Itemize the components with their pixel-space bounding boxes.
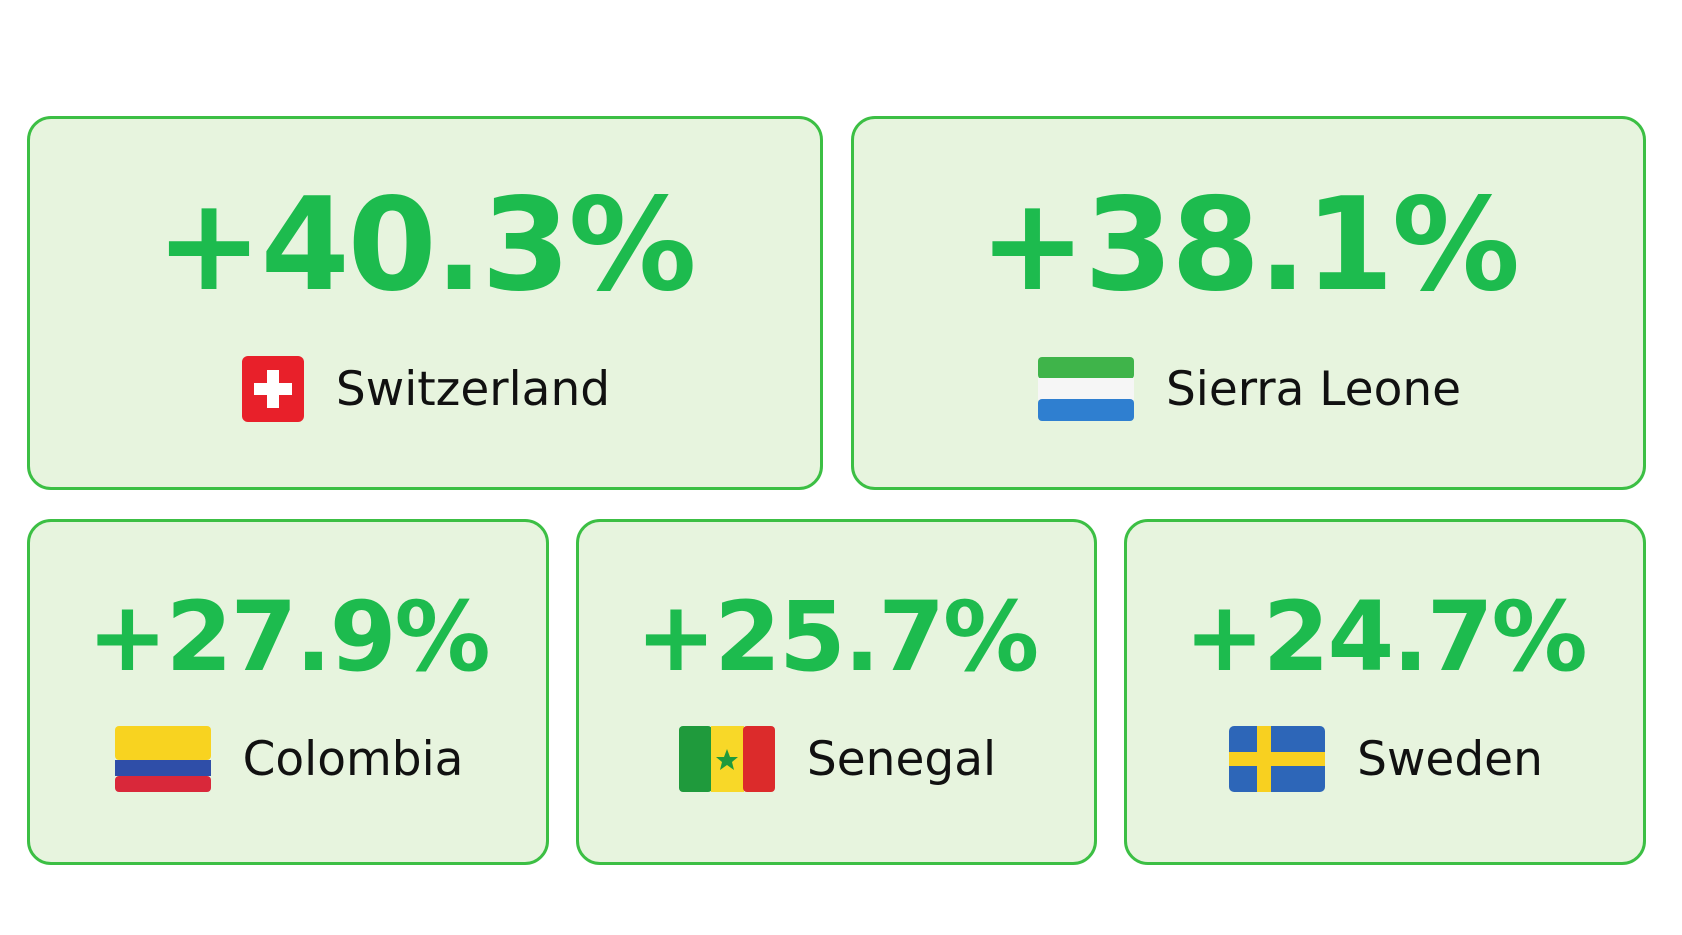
country-row: Sweden <box>1227 723 1543 795</box>
country-name: Sierra Leone <box>1165 361 1462 417</box>
stat-card: +38.1% Sierra Leone <box>851 116 1646 490</box>
country-name: Switzerland <box>335 361 611 417</box>
country-row: Sierra Leone <box>1036 354 1461 424</box>
flag <box>678 726 775 792</box>
country-row: Switzerland <box>240 354 610 424</box>
country-name: Senegal <box>806 731 997 787</box>
stat-value: +40.3% <box>155 171 696 320</box>
country-name: Sweden <box>1357 731 1543 787</box>
flag <box>114 726 211 792</box>
flag <box>1037 357 1134 421</box>
stat-card: +25.7% Senegal <box>576 519 1097 865</box>
flag <box>241 356 304 422</box>
stat-value: +25.7% <box>635 581 1039 693</box>
stat-card: +24.7% Sweden <box>1124 519 1646 865</box>
stat-card: +27.9% Colombia <box>27 519 549 865</box>
flag <box>1229 726 1326 792</box>
country-name: Colombia <box>242 731 464 787</box>
country-row: Senegal <box>677 723 996 795</box>
stat-value: +27.9% <box>87 581 490 693</box>
country-row: Colombia <box>113 723 464 795</box>
stat-value: +38.1% <box>978 171 1520 320</box>
stat-value: +24.7% <box>1184 581 1587 693</box>
stat-card: +40.3% Switzerland <box>27 116 823 490</box>
